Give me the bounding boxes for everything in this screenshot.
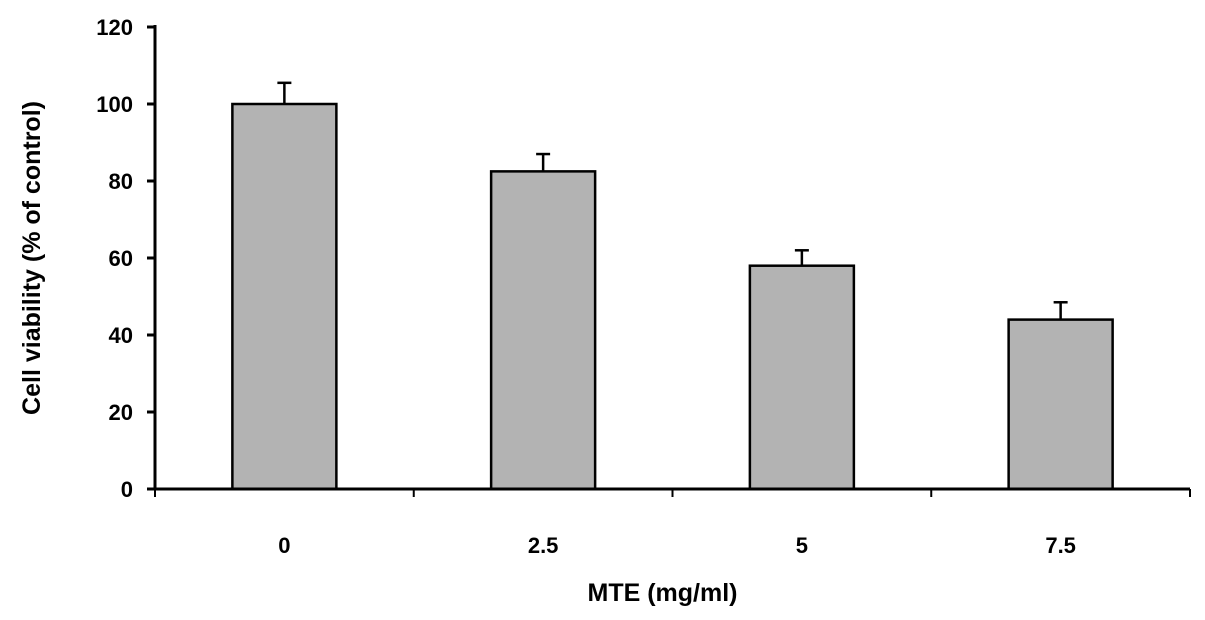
y-tick-label: 0 xyxy=(121,477,133,502)
y-ticks-group: 0 20 40 60 80 100 120 xyxy=(96,15,155,502)
y-tick-label: 20 xyxy=(109,400,133,425)
bars-group xyxy=(231,102,1114,491)
y-axis-title: Cell viability (% of control) xyxy=(18,101,46,415)
x-tick-label: 7.5 xyxy=(1045,533,1076,558)
x-tick-label: 5 xyxy=(796,533,808,558)
y-tick-label: 120 xyxy=(96,15,133,40)
bar xyxy=(748,264,856,491)
x-tick-label: 0 xyxy=(278,533,290,558)
y-tick-label: 100 xyxy=(96,92,133,117)
bar xyxy=(231,102,338,491)
x-tick-label: 2.5 xyxy=(528,533,559,558)
y-tick-label: 40 xyxy=(109,323,133,348)
x-axis-title: MTE (mg/ml) xyxy=(588,579,738,607)
bar xyxy=(1007,318,1114,491)
bar xyxy=(489,170,597,491)
y-tick-label: 80 xyxy=(109,169,133,194)
y-tick-label: 60 xyxy=(109,246,133,271)
x-ticks-group: 0 2.5 5 7.5 xyxy=(154,489,1191,558)
error-bars-group xyxy=(277,81,1068,320)
